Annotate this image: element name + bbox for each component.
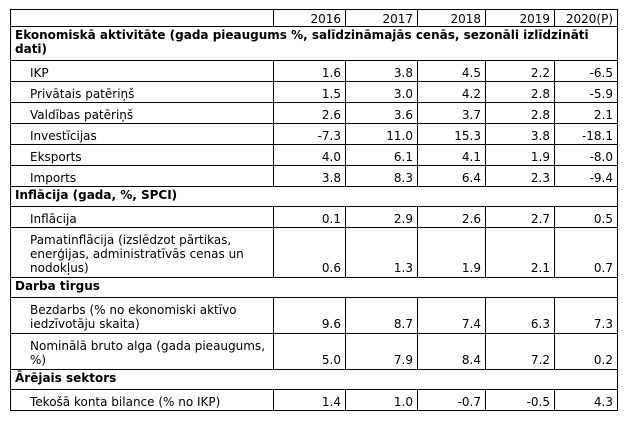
value-cell: 2.2 xyxy=(485,60,555,82)
value-cell: 7.3 xyxy=(554,297,618,334)
value-cell: 2.9 xyxy=(345,206,418,228)
value-cell: 3.8 xyxy=(485,123,555,145)
value-cell: -0.7 xyxy=(417,389,486,411)
value-cell: 2.8 xyxy=(485,102,555,124)
table-row: Valdības patēriņš 2.6 3.6 3.7 2.8 2.1 xyxy=(10,102,618,124)
value-cell: 5.0 xyxy=(273,333,346,370)
value-cell: 9.6 xyxy=(273,297,346,334)
value-cell: -6.5 xyxy=(554,60,618,82)
value-cell: 2.1 xyxy=(554,102,618,124)
value-cell: 4.2 xyxy=(417,81,486,103)
row-label: Inflācija xyxy=(10,206,274,228)
table-row: Tekošā konta bilance (% no IKP) 1.4 1.0 … xyxy=(10,389,618,411)
value-cell: 1.6 xyxy=(273,60,346,82)
value-cell: -5.9 xyxy=(554,81,618,103)
value-cell: 6.4 xyxy=(417,165,486,187)
table-row: Imports 3.8 8.3 6.4 2.3 -9.4 xyxy=(10,165,618,187)
year-header: 2020(P) xyxy=(554,9,618,27)
value-cell: 3.7 xyxy=(417,102,486,124)
value-cell: 4.3 xyxy=(554,389,618,411)
table-row: Eksports 4.0 6.1 4.1 1.9 -8.0 xyxy=(10,144,618,166)
table-row: IKP 1.6 3.8 4.5 2.2 -6.5 xyxy=(10,60,618,82)
value-cell: 7.4 xyxy=(417,297,486,334)
value-cell: 1.4 xyxy=(273,389,346,411)
section-title: Inflācija (gada, %, SPCI) xyxy=(10,186,618,207)
value-cell: 6.3 xyxy=(485,297,555,334)
value-cell: 3.0 xyxy=(345,81,418,103)
table-row: Bezdarbs (% no ekonomiski aktīvo iedzīvo… xyxy=(10,297,618,334)
table-row: Inflācija 0.1 2.9 2.6 2.7 0.5 xyxy=(10,206,618,228)
value-cell: 2.3 xyxy=(485,165,555,187)
value-cell: 1.5 xyxy=(273,81,346,103)
value-cell: 8.7 xyxy=(345,297,418,334)
value-cell: 1.9 xyxy=(485,144,555,166)
section-title: Ekonomiskā aktivitāte (gada pieaugums %,… xyxy=(10,26,618,61)
section-title: Ārējais sektors xyxy=(10,369,618,390)
year-header: 2018 xyxy=(417,9,486,27)
header-row: 2016 2017 2018 2019 2020(P) xyxy=(10,9,618,27)
value-cell: -18.1 xyxy=(554,123,618,145)
value-cell: 11.0 xyxy=(345,123,418,145)
year-header: 2016 xyxy=(273,9,346,27)
value-cell: 2.6 xyxy=(417,206,486,228)
row-label: Tekošā konta bilance (% no IKP) xyxy=(10,389,274,411)
value-cell: 1.3 xyxy=(345,227,418,278)
table-row: Investīcijas -7.3 11.0 15.3 3.8 -18.1 xyxy=(10,123,618,145)
section-row: Ekonomiskā aktivitāte (gada pieaugums %,… xyxy=(10,26,618,61)
table-row: Nominālā bruto alga (gada pieaugums, %) … xyxy=(10,333,618,370)
header-empty-cell xyxy=(10,9,274,27)
value-cell: 7.9 xyxy=(345,333,418,370)
value-cell: 2.7 xyxy=(485,206,555,228)
value-cell: 3.6 xyxy=(345,102,418,124)
value-cell: -7.3 xyxy=(273,123,346,145)
value-cell: 2.1 xyxy=(485,227,555,278)
value-cell: 4.5 xyxy=(417,60,486,82)
row-label: Pamatinflācija (izslēdzot pārtikas, ener… xyxy=(10,227,274,278)
row-label: Nominālā bruto alga (gada pieaugums, %) xyxy=(10,333,274,370)
value-cell: 7.2 xyxy=(485,333,555,370)
section-row: Darba tirgus xyxy=(10,277,618,298)
value-cell: 2.8 xyxy=(485,81,555,103)
value-cell: -0.5 xyxy=(485,389,555,411)
value-cell: -9.4 xyxy=(554,165,618,187)
row-label: Privātais patēriņš xyxy=(10,81,274,103)
value-cell: 0.1 xyxy=(273,206,346,228)
row-label: Valdības patēriņš xyxy=(10,102,274,124)
value-cell: 4.1 xyxy=(417,144,486,166)
value-cell: 1.0 xyxy=(345,389,418,411)
value-cell: 3.8 xyxy=(273,165,346,187)
value-cell: 3.8 xyxy=(345,60,418,82)
row-label: Eksports xyxy=(10,144,274,166)
section-title: Darba tirgus xyxy=(10,277,618,298)
value-cell: 6.1 xyxy=(345,144,418,166)
row-label: Bezdarbs (% no ekonomiski aktīvo iedzīvo… xyxy=(10,297,274,334)
value-cell: 8.3 xyxy=(345,165,418,187)
year-header: 2017 xyxy=(345,9,418,27)
value-cell: 8.4 xyxy=(417,333,486,370)
value-cell: 0.7 xyxy=(554,227,618,278)
section-row: Ārējais sektors xyxy=(10,369,618,390)
row-label: IKP xyxy=(10,60,274,82)
economic-indicators-table: 2016 2017 2018 2019 2020(P) Ekonomiskā a… xyxy=(10,9,618,411)
section-row: Inflācija (gada, %, SPCI) xyxy=(10,186,618,207)
row-label: Investīcijas xyxy=(10,123,274,145)
value-cell: 0.6 xyxy=(273,227,346,278)
year-header: 2019 xyxy=(485,9,555,27)
table-row: Privātais patēriņš 1.5 3.0 4.2 2.8 -5.9 xyxy=(10,81,618,103)
value-cell: -8.0 xyxy=(554,144,618,166)
value-cell: 4.0 xyxy=(273,144,346,166)
value-cell: 15.3 xyxy=(417,123,486,145)
value-cell: 0.2 xyxy=(554,333,618,370)
value-cell: 2.6 xyxy=(273,102,346,124)
value-cell: 0.5 xyxy=(554,206,618,228)
row-label: Imports xyxy=(10,165,274,187)
table-row: Pamatinflācija (izslēdzot pārtikas, ener… xyxy=(10,227,618,278)
value-cell: 1.9 xyxy=(417,227,486,278)
